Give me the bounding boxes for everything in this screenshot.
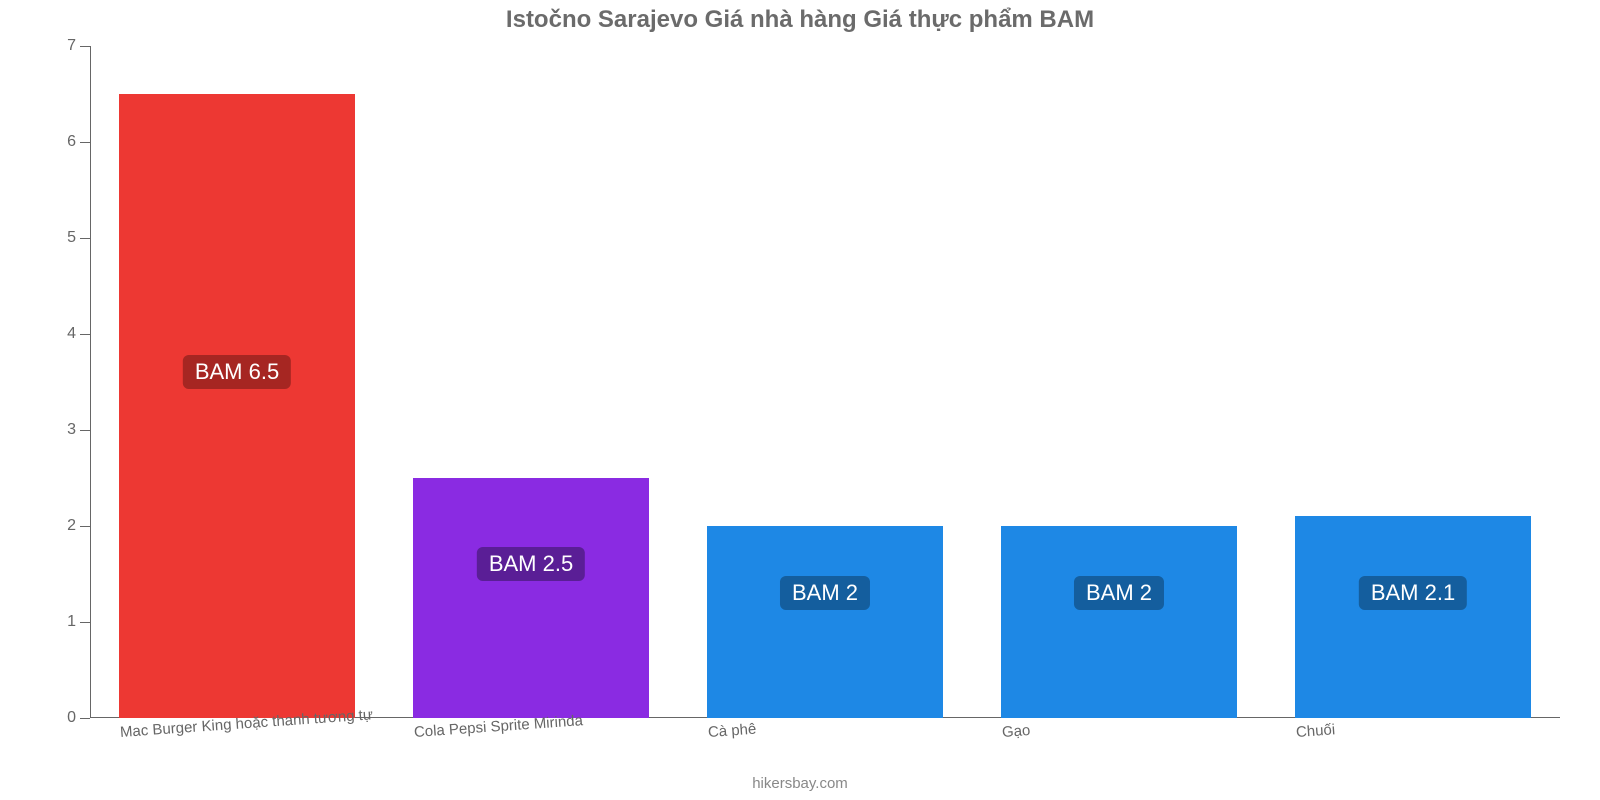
bar (119, 94, 354, 718)
bar-value-label: BAM 2.5 (477, 547, 585, 581)
y-tick-label: 3 (67, 421, 90, 439)
bar (1001, 526, 1236, 718)
plot-area: 01234567BAM 6.5Mac Burger King hoặc than… (90, 46, 1560, 718)
y-tick-label: 7 (67, 37, 90, 55)
y-tick-label: 5 (67, 229, 90, 247)
x-category-label: Gạo (1002, 722, 1031, 741)
bar (707, 526, 942, 718)
bar (413, 478, 648, 718)
x-category-label: Cà phê (708, 721, 757, 741)
bar (1295, 516, 1530, 718)
chart-title: Istočno Sarajevo Giá nhà hàng Giá thực p… (0, 6, 1600, 34)
bar-value-label: BAM 6.5 (183, 355, 291, 389)
bar-value-label: BAM 2.1 (1359, 576, 1467, 610)
y-tick-label: 2 (67, 517, 90, 535)
y-tick-label: 6 (67, 133, 90, 151)
bar-value-label: BAM 2 (780, 576, 870, 610)
y-axis (90, 46, 91, 718)
y-tick-label: 4 (67, 325, 90, 343)
footer-credit: hikersbay.com (0, 775, 1600, 792)
y-tick-label: 1 (67, 613, 90, 631)
y-tick-label: 0 (67, 709, 90, 727)
price-bar-chart: Istočno Sarajevo Giá nhà hàng Giá thực p… (0, 0, 1600, 800)
bar-value-label: BAM 2 (1074, 576, 1164, 610)
x-category-label: Chuối (1296, 721, 1336, 741)
